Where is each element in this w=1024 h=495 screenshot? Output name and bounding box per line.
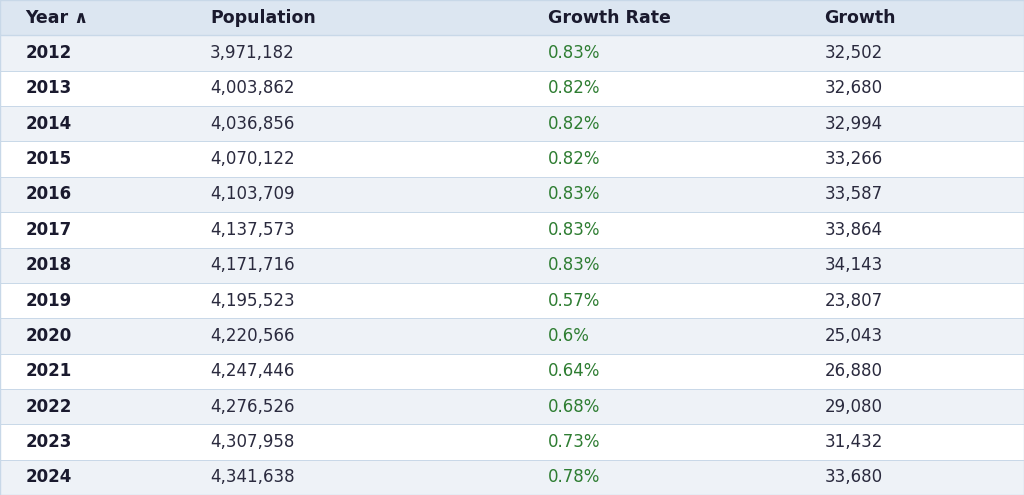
Text: 2018: 2018 — [26, 256, 72, 274]
Text: 26,880: 26,880 — [824, 362, 883, 380]
Text: 0.6%: 0.6% — [548, 327, 590, 345]
Text: 0.83%: 0.83% — [548, 186, 600, 203]
Text: 0.83%: 0.83% — [548, 256, 600, 274]
Text: 2023: 2023 — [26, 433, 72, 451]
FancyBboxPatch shape — [0, 318, 1024, 353]
Text: 25,043: 25,043 — [824, 327, 883, 345]
Text: 31,432: 31,432 — [824, 433, 883, 451]
FancyBboxPatch shape — [0, 35, 1024, 71]
Text: Growth: Growth — [824, 9, 896, 27]
FancyBboxPatch shape — [0, 177, 1024, 212]
Text: 4,307,958: 4,307,958 — [210, 433, 294, 451]
FancyBboxPatch shape — [0, 71, 1024, 106]
Text: 32,680: 32,680 — [824, 79, 883, 98]
Text: Population: Population — [210, 9, 315, 27]
Text: 4,137,573: 4,137,573 — [210, 221, 295, 239]
Text: 2020: 2020 — [26, 327, 72, 345]
Text: 23,807: 23,807 — [824, 292, 883, 309]
Text: 2016: 2016 — [26, 186, 72, 203]
Text: 4,276,526: 4,276,526 — [210, 397, 295, 416]
FancyBboxPatch shape — [0, 424, 1024, 460]
Text: 0.82%: 0.82% — [548, 79, 600, 98]
Text: 0.73%: 0.73% — [548, 433, 600, 451]
Text: 0.83%: 0.83% — [548, 221, 600, 239]
Text: 2022: 2022 — [26, 397, 72, 416]
Text: 4,103,709: 4,103,709 — [210, 186, 295, 203]
Text: 4,171,716: 4,171,716 — [210, 256, 295, 274]
FancyBboxPatch shape — [0, 0, 1024, 35]
Text: 4,070,122: 4,070,122 — [210, 150, 295, 168]
Text: 34,143: 34,143 — [824, 256, 883, 274]
Text: 33,680: 33,680 — [824, 468, 883, 486]
Text: 4,341,638: 4,341,638 — [210, 468, 295, 486]
Text: 32,994: 32,994 — [824, 115, 883, 133]
Text: 2021: 2021 — [26, 362, 72, 380]
Text: 0.57%: 0.57% — [548, 292, 600, 309]
Text: 2024: 2024 — [26, 468, 72, 486]
FancyBboxPatch shape — [0, 212, 1024, 248]
Text: 0.64%: 0.64% — [548, 362, 600, 380]
Text: 4,003,862: 4,003,862 — [210, 79, 295, 98]
Text: 2019: 2019 — [26, 292, 72, 309]
Text: 2014: 2014 — [26, 115, 72, 133]
Text: 2013: 2013 — [26, 79, 72, 98]
Text: 2017: 2017 — [26, 221, 72, 239]
Text: 4,195,523: 4,195,523 — [210, 292, 295, 309]
Text: 4,220,566: 4,220,566 — [210, 327, 295, 345]
FancyBboxPatch shape — [0, 353, 1024, 389]
Text: Year ∧: Year ∧ — [26, 9, 89, 27]
Text: Growth Rate: Growth Rate — [548, 9, 671, 27]
Text: 33,864: 33,864 — [824, 221, 883, 239]
Text: 32,502: 32,502 — [824, 44, 883, 62]
Text: 4,036,856: 4,036,856 — [210, 115, 294, 133]
FancyBboxPatch shape — [0, 389, 1024, 424]
FancyBboxPatch shape — [0, 142, 1024, 177]
FancyBboxPatch shape — [0, 248, 1024, 283]
Text: 0.78%: 0.78% — [548, 468, 600, 486]
Text: 33,587: 33,587 — [824, 186, 883, 203]
Text: 0.82%: 0.82% — [548, 115, 600, 133]
Text: 2015: 2015 — [26, 150, 72, 168]
Text: 0.82%: 0.82% — [548, 150, 600, 168]
Text: 4,247,446: 4,247,446 — [210, 362, 294, 380]
Text: 3,971,182: 3,971,182 — [210, 44, 295, 62]
FancyBboxPatch shape — [0, 283, 1024, 318]
Text: 0.68%: 0.68% — [548, 397, 600, 416]
Text: 0.83%: 0.83% — [548, 44, 600, 62]
FancyBboxPatch shape — [0, 106, 1024, 142]
Text: 29,080: 29,080 — [824, 397, 883, 416]
Text: 33,266: 33,266 — [824, 150, 883, 168]
FancyBboxPatch shape — [0, 460, 1024, 495]
Text: 2012: 2012 — [26, 44, 72, 62]
